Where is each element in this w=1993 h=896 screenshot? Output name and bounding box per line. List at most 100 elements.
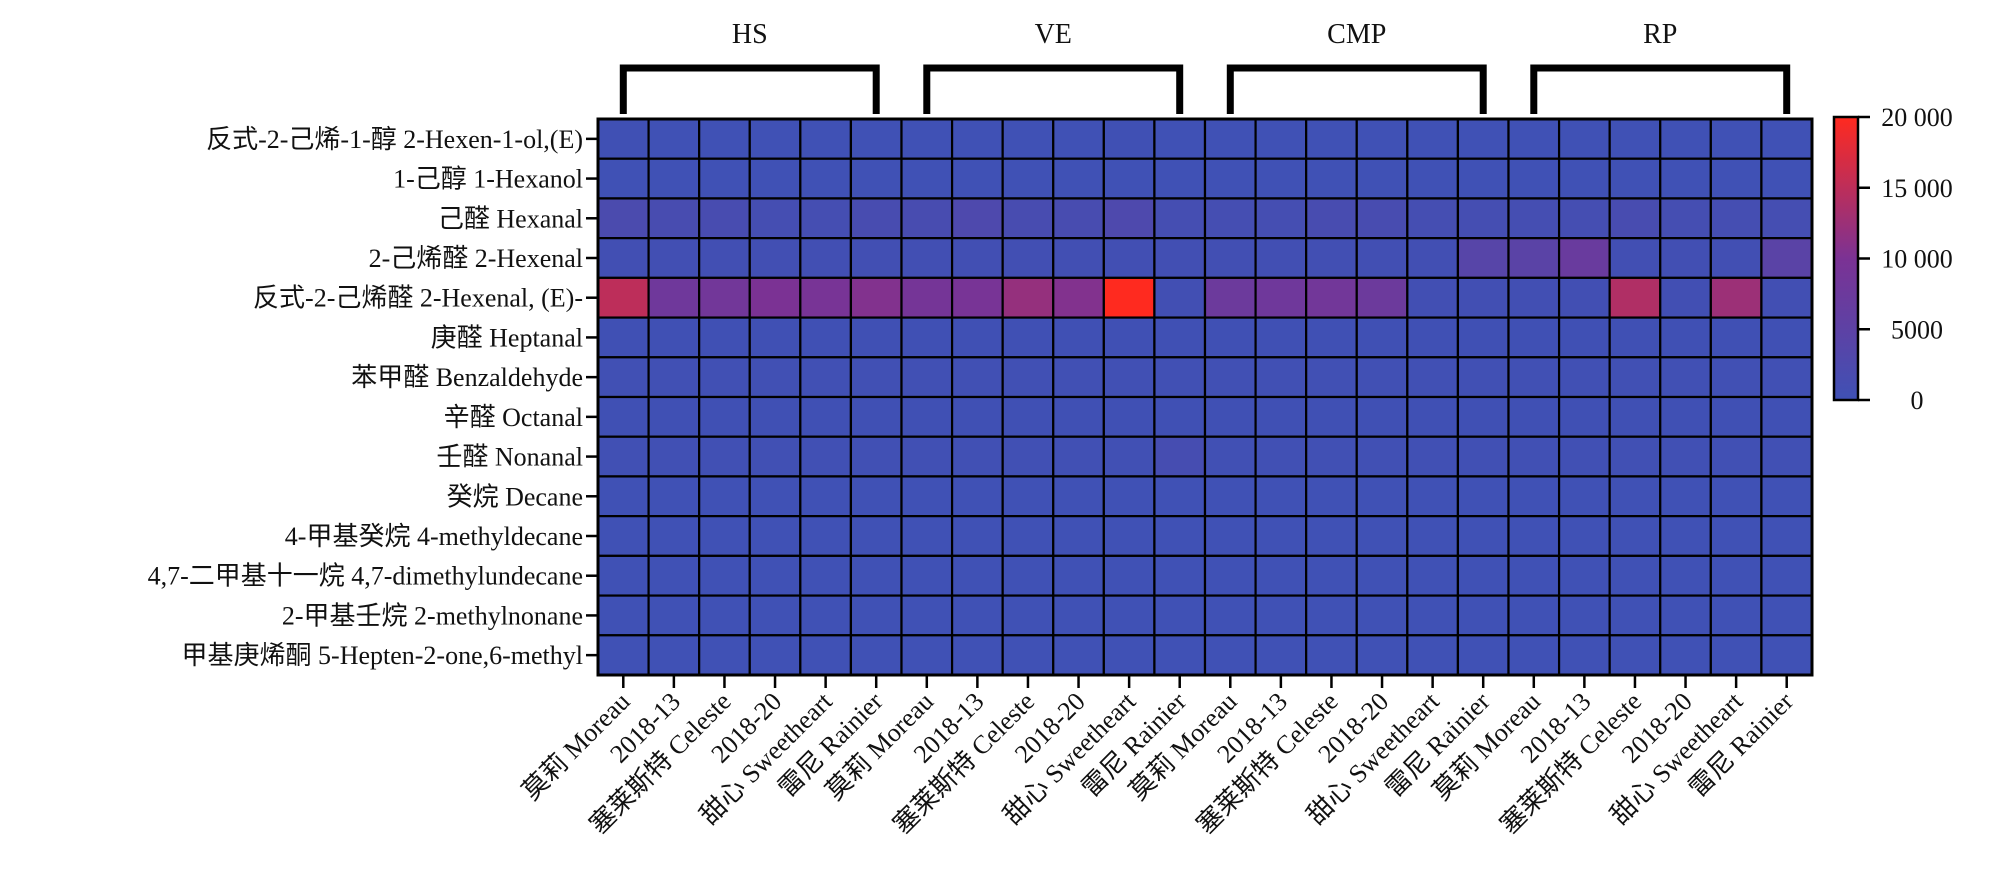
heatmap-cell xyxy=(1659,634,1712,677)
heatmap-cell xyxy=(849,117,903,160)
heatmap-cell xyxy=(799,237,853,279)
row-label: 反式-2-己烯-1-醇 2-Hexen-1-ol,(E) xyxy=(206,125,583,154)
row-label: 4,7-二甲基十一烷 4,7-dimethylundecane xyxy=(148,562,583,591)
heatmap-cell xyxy=(1355,395,1409,438)
heatmap-cell xyxy=(748,157,802,200)
heatmap-cell xyxy=(1406,356,1460,399)
heatmap-cell xyxy=(1001,395,1055,438)
heatmap-cell xyxy=(1102,356,1156,399)
heatmap-cell xyxy=(1709,356,1763,399)
heatmap-cell xyxy=(950,554,1004,597)
heatmap-cell xyxy=(1659,356,1712,399)
heatmap-cell xyxy=(950,515,1004,557)
heatmap-cell xyxy=(1355,237,1409,279)
heatmap-cell xyxy=(1052,197,1105,240)
heatmap-cell xyxy=(1456,634,1510,677)
heatmap-cell xyxy=(1153,435,1207,478)
heatmap-cell xyxy=(1153,276,1207,319)
group-bracket xyxy=(619,64,880,114)
heatmap-cell xyxy=(596,197,650,240)
heatmap-cell xyxy=(748,515,802,557)
heatmap-cell xyxy=(1608,276,1662,319)
heatmap-cell xyxy=(1355,554,1409,597)
heatmap-cell xyxy=(900,634,954,677)
heatmap-cell xyxy=(950,276,1004,319)
heatmap-cell xyxy=(1557,634,1611,677)
heatmap-cell xyxy=(1153,356,1207,399)
heatmap-cell xyxy=(1254,435,1308,478)
heatmap-cell xyxy=(748,594,802,637)
heatmap-cell xyxy=(1709,634,1763,677)
heatmap-cell xyxy=(1406,276,1460,319)
group-bracket xyxy=(923,64,1184,114)
heatmap-cell xyxy=(1001,475,1055,518)
heatmap-cell xyxy=(647,197,701,240)
heatmap-cell xyxy=(1760,594,1814,637)
heatmap-cell xyxy=(1709,395,1763,438)
heatmap-cell xyxy=(1102,237,1156,279)
heatmap-cell xyxy=(1254,316,1308,359)
heatmap-cell xyxy=(748,237,802,279)
heatmap-cell xyxy=(1659,515,1712,557)
row-label: 庚醛 Heptanal xyxy=(431,323,583,352)
heatmap-cell xyxy=(1001,316,1055,359)
heatmap-cell xyxy=(748,197,802,240)
heatmap-cell xyxy=(950,356,1004,399)
heatmap-cell xyxy=(1355,197,1409,240)
heatmap-cell xyxy=(1052,395,1105,438)
heatmap-cell xyxy=(950,117,1004,160)
heatmap-cell xyxy=(1153,594,1207,637)
heatmap-cell xyxy=(1052,515,1105,557)
heatmap-cell xyxy=(1608,356,1662,399)
heatmap-cell xyxy=(900,594,954,637)
heatmap-cell xyxy=(1659,117,1712,160)
color-scale-gradient xyxy=(1832,115,1860,402)
heatmap-cell xyxy=(950,157,1004,200)
group-label: CMP xyxy=(1327,19,1386,50)
heatmap-cell xyxy=(1102,634,1156,677)
heatmap-cell xyxy=(1557,157,1611,200)
heatmap-cell xyxy=(1659,475,1712,518)
row-label: 反式-2-己烯醛 2-Hexenal, (E)- xyxy=(253,284,583,313)
heatmap-cell xyxy=(1254,515,1308,557)
heatmap-cell xyxy=(698,117,751,160)
heatmap-cell xyxy=(1102,316,1156,359)
heatmap-cell xyxy=(1052,157,1105,200)
heatmap-cell xyxy=(596,276,650,319)
heatmap-cell xyxy=(1203,276,1257,319)
heatmap-cell xyxy=(900,117,954,160)
row-label: 1-己醇 1-Hexanol xyxy=(393,165,583,194)
heatmap-cell xyxy=(1254,117,1308,160)
heatmap-cell xyxy=(1102,594,1156,637)
heatmap-cell xyxy=(1557,276,1611,319)
heatmap-cell xyxy=(1052,475,1105,518)
group-bracket xyxy=(1530,64,1791,114)
heatmap-cell xyxy=(1153,554,1207,597)
heatmap-cell xyxy=(1052,356,1105,399)
heatmap-cell xyxy=(1102,435,1156,478)
heatmap-cell xyxy=(1355,515,1409,557)
heatmap-cell xyxy=(1254,157,1308,200)
heatmap-cell xyxy=(849,594,903,637)
heatmap-cell xyxy=(1557,435,1611,478)
heatmap-cell xyxy=(1153,157,1207,200)
heatmap-cell xyxy=(748,634,802,677)
heatmap-cell xyxy=(596,117,650,160)
heatmap-cell xyxy=(1507,594,1561,637)
heatmap-cell xyxy=(1507,515,1561,557)
heatmap-cell xyxy=(1608,435,1662,478)
heatmap-cell xyxy=(596,395,650,438)
heatmap-cell xyxy=(1760,157,1814,200)
heatmap-cell xyxy=(1507,395,1561,438)
heatmap-cell xyxy=(596,594,650,637)
heatmap-cell xyxy=(1760,117,1814,160)
heatmap-cell xyxy=(1102,117,1156,160)
heatmap-cell xyxy=(849,634,903,677)
heatmap-cell xyxy=(748,316,802,359)
heatmap-cell xyxy=(1557,515,1611,557)
color-scale-label: 15 000 xyxy=(1881,174,1953,203)
heatmap-cell xyxy=(1355,157,1409,200)
heatmap-frame xyxy=(596,117,1814,677)
row-label: 4-甲基癸烷 4-methyldecane xyxy=(285,522,583,551)
heatmap-cell xyxy=(1507,276,1561,319)
